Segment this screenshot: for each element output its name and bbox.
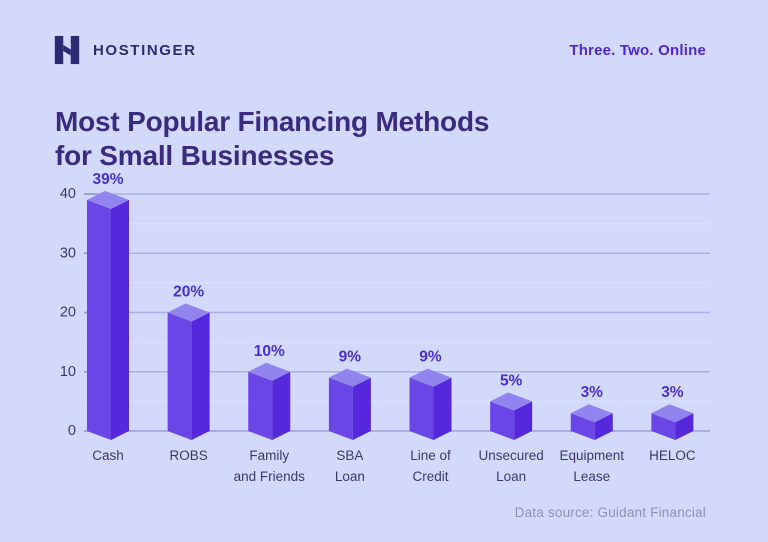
- ytick-label-10: 10: [60, 364, 76, 380]
- bar-left-face: [409, 377, 434, 440]
- bar-equipment-lease: [570, 404, 613, 440]
- category-label-line2: Loan: [496, 469, 526, 484]
- category-label-line1: ROBS: [169, 448, 207, 463]
- category-label-line1: SBA: [336, 448, 363, 463]
- ytick-label-20: 20: [60, 305, 76, 321]
- ytick-label-30: 30: [60, 245, 76, 261]
- header: HOSTINGER Three. Two. Online: [52, 34, 706, 66]
- ytick-label-40: 40: [60, 186, 76, 202]
- brand: HOSTINGER: [52, 35, 197, 65]
- bar-top-face: [570, 404, 613, 423]
- bar-heloc: [651, 404, 694, 440]
- bar-top-face: [409, 368, 452, 387]
- bar-right-face: [675, 413, 694, 440]
- value-label-5%: 5%: [500, 372, 523, 389]
- category-label-line2: Loan: [335, 469, 365, 484]
- bar-top-face: [87, 190, 129, 209]
- chart-title-line2: for Small Businesses: [55, 139, 335, 171]
- bar-top-face: [167, 303, 210, 322]
- bar-left-face: [248, 371, 273, 440]
- brand-name: HOSTINGER: [93, 41, 197, 59]
- bar-left-face: [87, 199, 111, 440]
- category-label-line1: Equipment: [559, 448, 624, 463]
- bar-left-face: [490, 401, 515, 440]
- category-label-line2: and Friends: [234, 469, 306, 484]
- bar-left-face: [570, 413, 595, 440]
- chart-title-line1: Most Popular Financing Methods: [55, 105, 490, 137]
- bar-cash: [87, 190, 129, 440]
- ytick-label-0: 0: [68, 423, 76, 439]
- bar-line-of-credit: [409, 368, 452, 440]
- bar-right-face: [111, 199, 129, 440]
- bar-right-face: [272, 371, 291, 440]
- bar-robs: [167, 303, 210, 440]
- category-label-line2: Lease: [573, 469, 610, 484]
- bar-right-face: [191, 312, 210, 440]
- bar-right-face: [352, 377, 371, 440]
- value-label-20%: 20%: [173, 284, 204, 301]
- value-label-3%: 3%: [581, 384, 604, 401]
- chart-title: Most Popular Financing Methods for Small…: [55, 105, 489, 173]
- bar-top-face: [651, 404, 694, 423]
- category-label-line1: Unsecured: [478, 448, 543, 463]
- bar-right-face: [433, 377, 452, 440]
- category-label-line2: Credit: [413, 469, 449, 484]
- bar-unsecured-loan: [490, 392, 533, 440]
- bar-top-face: [490, 392, 533, 411]
- bar-right-face: [594, 413, 613, 440]
- category-label-line1: HELOC: [649, 448, 696, 463]
- bar-family-and-friends: [248, 362, 291, 440]
- hostinger-h-icon: [54, 35, 80, 65]
- bar-right-face: [514, 401, 533, 440]
- category-label-line1: Family: [249, 448, 289, 463]
- bar-left-face: [328, 377, 353, 440]
- data-source-note: Data source: Guidant Financial: [514, 505, 706, 520]
- value-label-39%: 39%: [92, 171, 123, 188]
- brand-tagline: Three. Two. Online: [569, 41, 706, 59]
- bar-left-face: [167, 312, 192, 440]
- value-label-9%: 9%: [339, 349, 362, 366]
- bar-top-face: [328, 368, 371, 387]
- category-label-line1: Line of: [410, 448, 451, 463]
- value-label-10%: 10%: [254, 343, 285, 360]
- value-label-9%: 9%: [419, 349, 442, 366]
- bar-left-face: [651, 413, 676, 440]
- category-label-line1: Cash: [92, 448, 124, 463]
- bar-sba-loan: [328, 368, 371, 440]
- bar-top-face: [248, 362, 291, 381]
- value-label-3%: 3%: [661, 384, 684, 401]
